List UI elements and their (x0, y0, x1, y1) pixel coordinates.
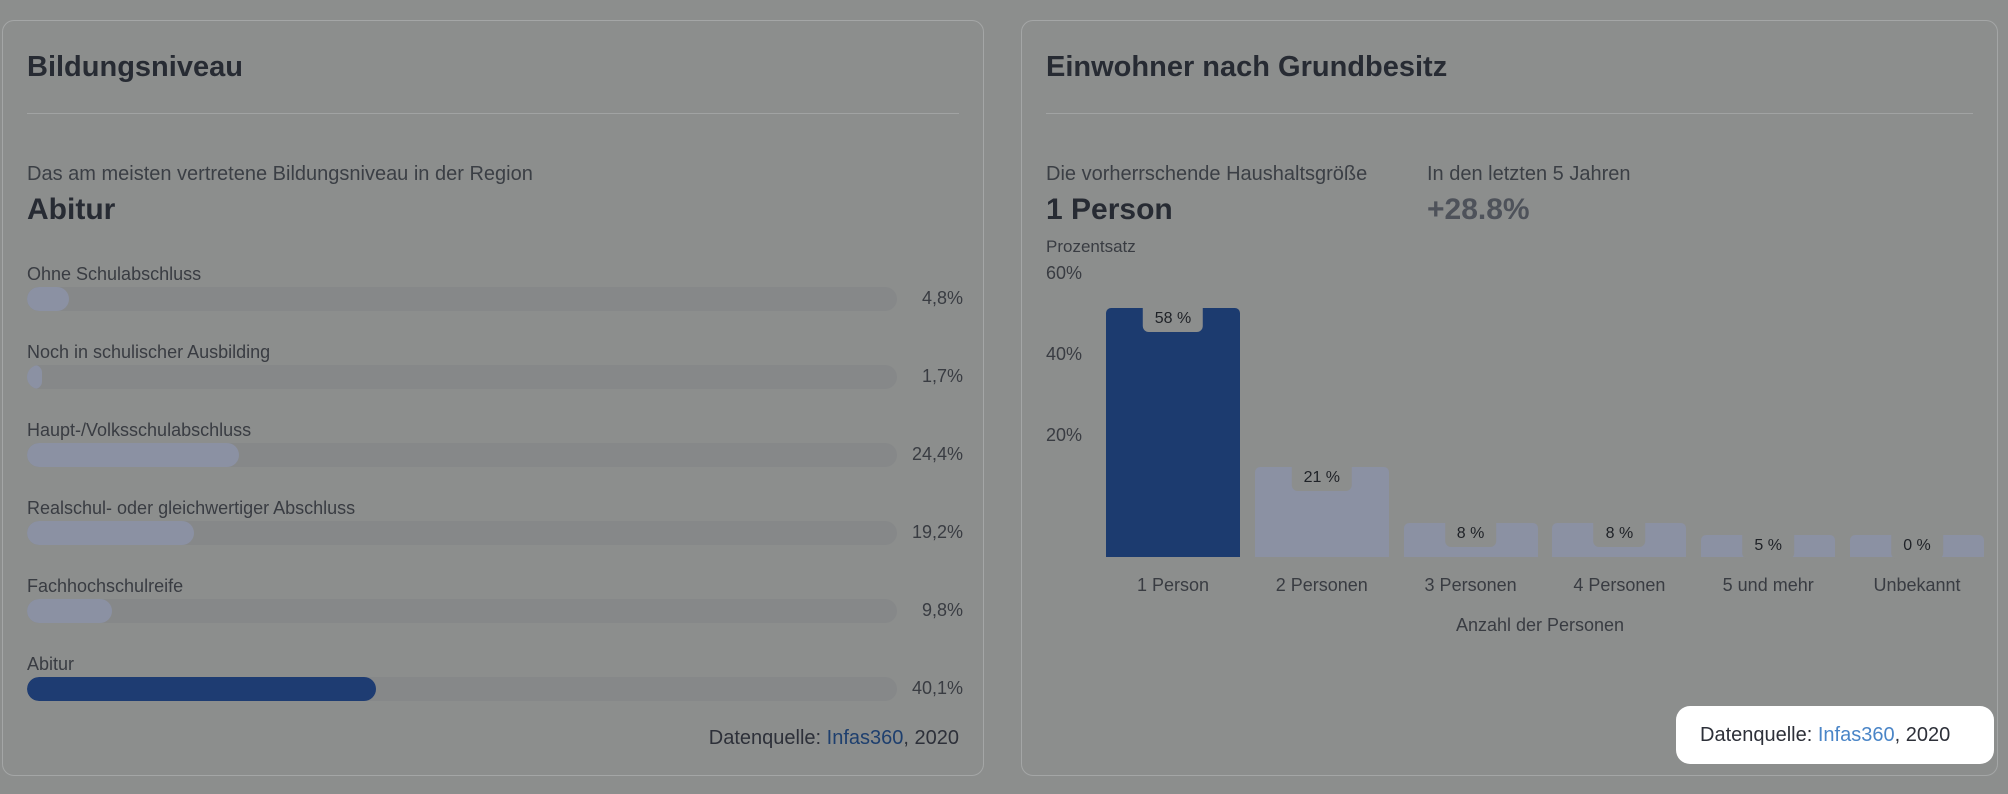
education-row-label: Abitur (27, 654, 75, 674)
education-bar-track (27, 443, 897, 467)
education-bar-track (27, 365, 897, 389)
x-axis-title: Anzahl der Personen (1455, 615, 1625, 635)
education-row-percent: 1,7% (921, 366, 963, 386)
education-bar-track (27, 599, 897, 623)
education-row-label: Noch in schulischer Ausbilding (27, 342, 271, 362)
education-bar-fill (27, 677, 376, 701)
source-link[interactable]: Infas360 (1817, 724, 1895, 746)
chart-category-label: Unbekannt (1873, 575, 1961, 595)
education-card: Bildungsniveau Das am meisten vertretene… (2, 20, 984, 776)
education-bar-fill (27, 521, 195, 545)
growth-value: +28.8% (1427, 193, 1530, 226)
education-row-label: Fachhochschulreife (27, 576, 184, 596)
education-row: Abitur 40,1% (27, 654, 963, 732)
chart-bar[interactable]: 21 % (1254, 464, 1389, 557)
education-subtitle: Das am meisten vertretene Bildungsniveau… (27, 163, 533, 185)
education-row: Haupt-/Volksschulabschluss 24,4% (27, 420, 963, 498)
education-card-title: Bildungsniveau (27, 51, 243, 83)
education-bar-fill (27, 599, 113, 623)
source-prefix: Datenquelle: (1700, 724, 1818, 746)
growth-label: In den letzten 5 Jahren (1427, 163, 1631, 185)
education-bar-fill (27, 443, 240, 467)
household-card-title: Einwohner nach Grundbesitz (1046, 51, 1448, 83)
education-row-percent: 19,2% (911, 522, 963, 542)
y-tick-60: 60% (1046, 263, 1083, 283)
household-card: Einwohner nach Grundbesitz Die vorherrsc… (1021, 20, 1998, 776)
household-source-highlight: Datenquelle: Infas360, 2020 (1676, 706, 1994, 764)
chart-value-label: 8 % (1593, 520, 1646, 547)
chart-value-label: 58 % (1142, 305, 1204, 332)
y-tick-20: 20% (1046, 425, 1083, 445)
chart-value-label: 21 % (1291, 464, 1353, 491)
source-prefix: Datenquelle: (708, 727, 827, 749)
education-row-percent: 40,1% (911, 678, 963, 698)
education-row: Ohne Schulabschluss 4,8% (27, 264, 963, 342)
chart-value-label: 0 % (1891, 533, 1943, 559)
chart-category-label: 4 Personen (1573, 575, 1666, 595)
household-divider (1046, 113, 1973, 114)
education-divider (27, 113, 959, 114)
chart-bar[interactable]: 8 % (1552, 520, 1687, 557)
education-row-label: Ohne Schulabschluss (27, 264, 202, 284)
education-bar-track (27, 287, 897, 311)
education-bar-fill (27, 365, 42, 389)
chart-category-label: 2 Personen (1275, 575, 1368, 595)
source-suffix: , 2020 (903, 727, 959, 749)
household-size-label: Die vorherrschende Haushaltsgröße (1046, 163, 1368, 185)
chart-category-label: 5 und mehr (1722, 575, 1814, 595)
education-row: Realschul- oder gleichwertiger Abschluss… (27, 498, 963, 576)
chart-bar[interactable]: 0 % (1850, 533, 1984, 559)
chart-bar[interactable]: 58 % (1106, 305, 1240, 557)
chart-value-label: 5 % (1742, 533, 1794, 559)
education-source: Datenquelle: Infas360, 2020 (709, 727, 959, 750)
education-row-label: Realschul- oder gleichwertiger Abschluss (27, 498, 356, 518)
source-suffix: , 2020 (1894, 724, 1951, 746)
education-row-percent: 9,8% (921, 600, 963, 620)
household-size-value: 1 Person (1046, 193, 1173, 226)
education-highlight: Abitur (27, 193, 116, 226)
education-bar-fill (27, 287, 69, 311)
education-row-percent: 24,4% (911, 444, 963, 464)
education-row-label: Haupt-/Volksschulabschluss (27, 420, 252, 440)
education-row: Noch in schulischer Ausbilding 1,7% (27, 342, 963, 420)
household-source: Datenquelle: Infas360, 2020 (1700, 724, 1950, 747)
y-tick-40: 40% (1046, 344, 1083, 364)
chart-category-label: 1 Person (1136, 575, 1210, 595)
chart-value-label: 8 % (1444, 520, 1497, 547)
education-row-percent: 4,8% (921, 288, 963, 308)
education-row: Fachhochschulreife 9,8% (27, 576, 963, 654)
household-bar-chart: Anzahl der Personen 58 % 1 Person 21 % 2 Pe… (1106, 291, 1984, 635)
y-axis-title: Prozentsatz (1046, 237, 1136, 256)
education-bar-track (27, 677, 897, 701)
chart-bar[interactable]: 5 % (1701, 533, 1836, 559)
chart-category-label: 3 Personen (1424, 575, 1517, 595)
education-bar-track (27, 521, 897, 545)
chart-bar[interactable]: 8 % (1403, 520, 1538, 557)
source-link[interactable]: Infas360 (826, 727, 904, 749)
